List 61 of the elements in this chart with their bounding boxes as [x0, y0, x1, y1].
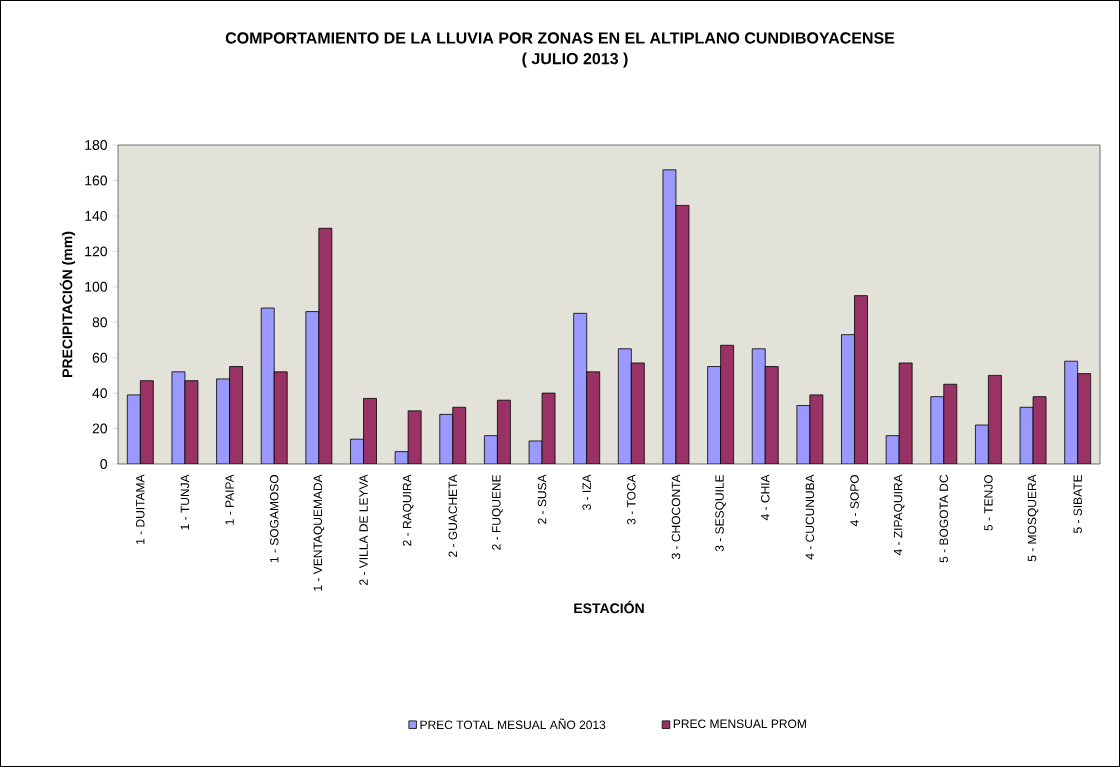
- x-tick-label: 2 - FUQUENE: [492, 474, 503, 550]
- x-axis-title: ESTACIÓN: [574, 600, 644, 614]
- bar: [630, 362, 645, 464]
- x-tick-label: 2 - RAQUIRA: [402, 474, 414, 546]
- legend-label: PREC MENSUAL PROM: [673, 719, 806, 728]
- bar: [1077, 373, 1092, 464]
- y-tick-label: 0: [100, 459, 108, 469]
- y-tick-label: 120: [85, 246, 108, 257]
- x-tick-label: 2 - SUSA: [537, 474, 547, 524]
- bar: [452, 406, 467, 464]
- x-tick-label: 1 - DUITAMA: [136, 474, 145, 544]
- chart-subtitle: ( JULIO 2013 ): [522, 52, 628, 68]
- y-tick-label: 140: [85, 210, 108, 221]
- y-tick-label: 80: [92, 317, 108, 328]
- x-tick-label: 4 - CUCUNUBA: [805, 474, 815, 560]
- x-tick-label: 4 - SOPO: [850, 474, 859, 527]
- x-tick-label: 1 - PAIPA: [225, 474, 234, 525]
- y-tick-label: 60: [92, 352, 108, 363]
- bar: [497, 399, 511, 464]
- bar: [216, 378, 230, 464]
- x-tick-label: 5 - MOSQUERA: [1027, 474, 1039, 562]
- bar: [943, 383, 958, 464]
- bar: [841, 334, 855, 464]
- x-tick-label: 4 - ZIPAQUIRA: [893, 474, 905, 556]
- bar: [988, 374, 1002, 464]
- bar: [752, 348, 766, 464]
- y-tick-label: 40: [92, 388, 108, 399]
- bar: [1064, 360, 1079, 464]
- bar: [260, 307, 275, 464]
- bar: [573, 312, 588, 464]
- x-tick-label: 1 - TUNJA: [180, 474, 190, 530]
- x-tick-label: 2 - GUACHETA: [448, 474, 458, 557]
- bar: [586, 371, 601, 464]
- x-tick-label: 3 - SESQUILE: [715, 474, 726, 552]
- bar: [720, 344, 734, 464]
- x-tick-label: 5 - TENJO: [984, 474, 993, 531]
- x-tick-label: 1 - SOGAMOSO: [269, 474, 279, 563]
- x-tick-label: 5 - BOGOTA DC: [939, 474, 949, 563]
- bar: [363, 398, 377, 464]
- y-tick-label: 20: [92, 423, 108, 434]
- x-tick-label: 3 - CHOCONTA: [671, 474, 681, 560]
- x-tick-label: 1 - VENTAQUEMADA: [313, 474, 325, 591]
- x-tick-label: 4 - CHIA: [760, 474, 770, 521]
- bar: [617, 348, 632, 464]
- bar: [854, 295, 868, 464]
- bar: [139, 380, 154, 464]
- bar: [765, 366, 779, 464]
- y-tick-label: 180: [85, 140, 108, 150]
- bar: [930, 396, 945, 464]
- x-tick-label: 3 - IZA: [582, 474, 591, 510]
- bar: [273, 371, 288, 464]
- x-tick-label: 3 - TOCA: [627, 474, 636, 525]
- x-tick-label: 5 - SIBATE: [1073, 474, 1082, 534]
- chart-title: COMPORTAMIENTO DE LA LLUVIA POR ZONAS EN EL ALTIPLANO CUNDIBOYACENSE: [225, 32, 895, 44]
- y-axis-title: PRECIPITACIÓN (mm): [59, 231, 76, 377]
- x-tick-label: 2 - VILLA DE LEYVA: [359, 474, 368, 585]
- bar: [707, 366, 721, 464]
- y-tick-label: 100: [85, 281, 108, 292]
- bar: [229, 366, 243, 464]
- legend-label: PREC TOTAL MESUAL AÑO 2013: [420, 718, 606, 730]
- y-tick-label: 160: [85, 175, 108, 186]
